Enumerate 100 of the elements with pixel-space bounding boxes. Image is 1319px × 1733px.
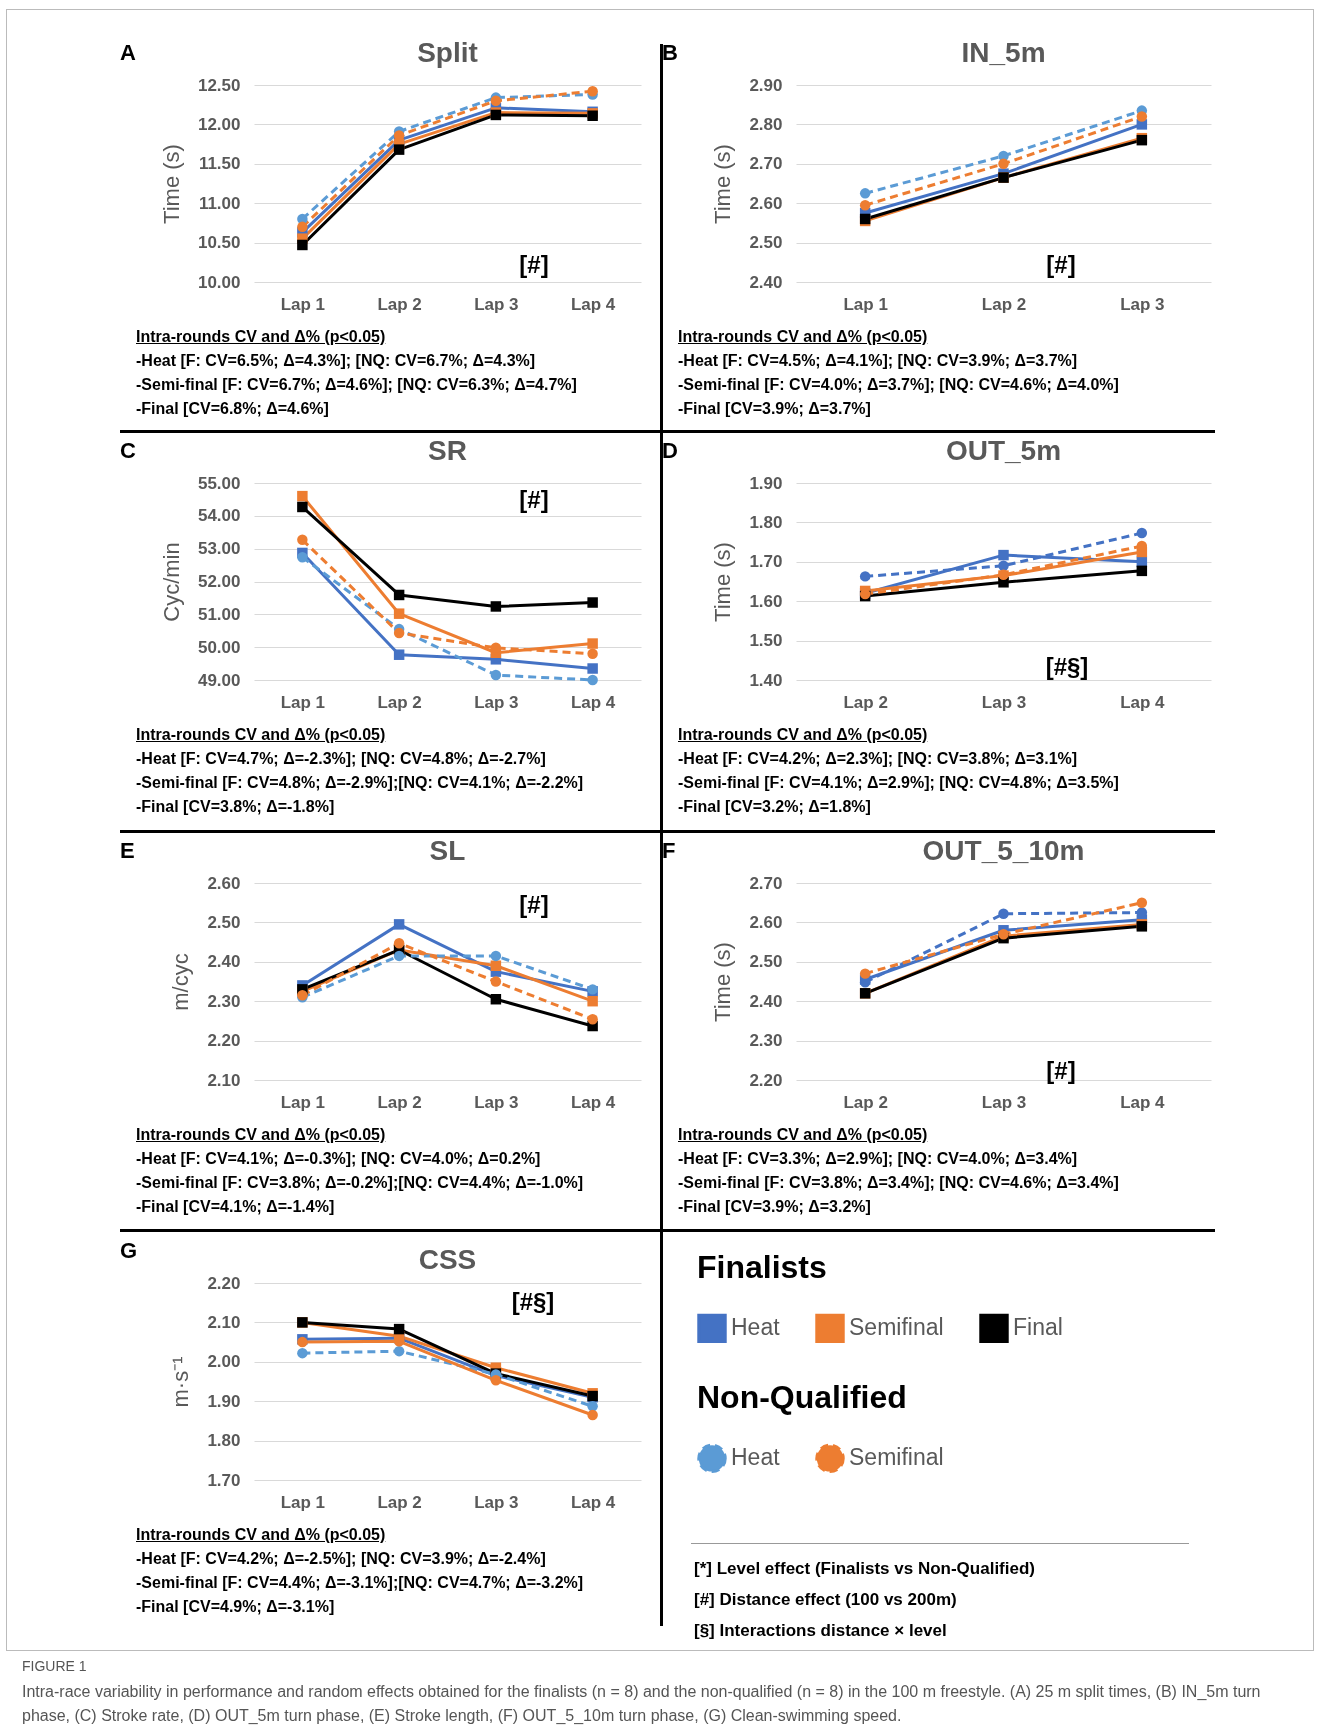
caption: FIGURE 1 [22, 1658, 87, 1674]
y-tick-label: 2.50 [749, 233, 783, 253]
y-tick-label: 11.00 [198, 193, 241, 213]
x-tick-label: Lap 1 [843, 294, 888, 314]
x-tick-label: Lap 3 [474, 1492, 519, 1512]
y-tick-label: 11.50 [198, 154, 241, 174]
y-tick-label: 12.00 [197, 114, 241, 134]
text: Intra-rounds CV and Δ% (p<0.05) [678, 726, 928, 744]
annotation: [#] [1046, 251, 1076, 279]
y-axis-title: m·s⁻¹ [168, 1356, 194, 1408]
y-tick-label: 2.30 [207, 991, 241, 1011]
annotation: [#] [519, 486, 549, 514]
text: -Final [CV=3.8%; Δ=-1.8%] [136, 798, 335, 816]
y-axis-title: Time (s) [158, 144, 184, 224]
text: Intra-rounds CV and Δ% (p<0.05) [136, 1526, 386, 1544]
text: -Final [CV=4.9%; Δ=-3.1%] [136, 1598, 335, 1616]
annotation: [#§] [1045, 653, 1089, 681]
text: C [120, 438, 136, 464]
text: Intra-rounds CV and Δ% (p<0.05) [136, 1126, 386, 1144]
x-tick-label: Lap 2 [843, 692, 888, 712]
text: E [120, 838, 135, 864]
x-tick-label: Lap 1 [280, 692, 326, 712]
y-tick-label: 2.70 [749, 873, 783, 893]
y-tick-label: 10.00 [197, 272, 241, 292]
y-tick-label: 2.20 [207, 1273, 241, 1293]
y-tick-label: 2.50 [207, 912, 241, 932]
text: -Semi-final [F: CV=3.8%; Δ=-0.2%];[NQ: CV=4.4%; Δ=-1.0%] [136, 1174, 584, 1192]
text: -Final [CV=6.8%; Δ=4.6%] [136, 400, 329, 418]
y-tick-label: 53.00 [197, 539, 241, 559]
text: -Semi-final [F: CV=6.7%; Δ=4.6%]; [NQ: CV=6.3%; Δ=4.7%] [136, 376, 577, 394]
annotation: [#§] [511, 1288, 555, 1316]
text: -Final [CV=3.9%; Δ=3.7%] [678, 400, 871, 418]
x-tick-label: Lap 4 [1120, 692, 1166, 712]
text: Intra-race variability in performance and random effects obtained for the finalists (n = 8) and the non-qualified (n = 8) in the 100 m freestyle. (A) 25 m split times, (B) IN_5m turn phase, (C) Stroke rate, (D) OUT_5m turn phase, (E) Stroke length, (F) OUT_5_10m turn phase, (G) Clean-swimming speed. [22, 1682, 1262, 1726]
x-tick-label: Lap 4 [570, 1092, 616, 1112]
legend-label: Semifinal [849, 1314, 944, 1341]
y-tick-label: 1.90 [749, 473, 783, 493]
y-tick-label: 1.70 [207, 1470, 241, 1490]
chart-title: SR [428, 435, 467, 466]
chart-title: OUT_5_10m [922, 835, 1085, 866]
text: -Semi-final [F: CV=4.8%; Δ=-2.9%];[NQ: CV=4.1%; Δ=-2.2%] [136, 774, 584, 792]
y-tick-label: 1.40 [749, 670, 783, 690]
text: -Semi-final [F: CV=3.8%; Δ=3.4%]; [NQ: CV=4.6%; Δ=3.4%] [678, 1174, 1119, 1192]
x-tick-label: Lap 1 [280, 1092, 326, 1112]
y-tick-label: 2.80 [749, 114, 783, 134]
x-tick-label: Lap 4 [570, 1492, 616, 1512]
x-tick-label: Lap 3 [474, 1092, 519, 1112]
text: -Heat [F: CV=4.7%; Δ=-2.3%]; [NQ: CV=4.8%; Δ=-2.7%] [136, 750, 546, 768]
y-tick-label: 50.00 [197, 637, 241, 657]
y-tick-label: 2.20 [207, 1031, 241, 1051]
x-tick-label: Lap 2 [843, 1092, 888, 1112]
text: -Heat [F: CV=4.2%; Δ=-2.5%]; [NQ: CV=3.9%; Δ=-2.4%] [136, 1550, 546, 1568]
text: [*] Level effect (Finalists vs Non-Qualified) [694, 1559, 1036, 1579]
x-tick-label: Lap 4 [570, 294, 616, 314]
legend-label: Heat [731, 1444, 781, 1471]
text: -Heat [F: CV=3.3%; Δ=2.9%]; [NQ: CV=4.0%; Δ=3.4%] [678, 1150, 1078, 1168]
y-tick-label: 2.20 [749, 1070, 783, 1090]
x-tick-label: Lap 2 [377, 1092, 422, 1112]
x-tick-label: Lap 2 [377, 692, 422, 712]
chart-title: OUT_5m [945, 435, 1062, 466]
y-tick-label: 2.60 [207, 873, 241, 893]
y-tick-label: 1.60 [749, 591, 783, 611]
text: D [662, 438, 678, 464]
chart-title: CSS [418, 1244, 477, 1275]
y-tick-label: 49.00 [197, 670, 241, 690]
text: Non-Qualified [697, 1379, 907, 1415]
legend-label: Heat [731, 1314, 781, 1341]
chart-title: Split [417, 37, 478, 68]
annotation: [#] [519, 251, 549, 279]
text: B [662, 40, 678, 66]
text: Intra-rounds CV and Δ% (p<0.05) [136, 726, 386, 744]
text: A [120, 40, 136, 66]
y-tick-label: 2.70 [749, 154, 783, 174]
y-tick-label: 1.90 [207, 1391, 241, 1411]
y-tick-label: 2.40 [749, 272, 783, 292]
y-tick-label: 2.60 [749, 912, 783, 932]
text: -Heat [F: CV=4.1%; Δ=-0.3%]; [NQ: CV=4.0%; Δ=0.2%] [136, 1150, 541, 1168]
y-tick-label: 1.80 [749, 512, 783, 532]
y-tick-label: 2.40 [207, 952, 241, 972]
y-tick-label: 2.50 [749, 952, 783, 972]
chart-title: IN_5m [961, 37, 1046, 68]
y-tick-label: 1.50 [749, 631, 783, 651]
text: Intra-rounds CV and Δ% (p<0.05) [678, 328, 928, 346]
x-tick-label: Lap 3 [981, 692, 1027, 712]
text: -Semi-final [F: CV=4.1%; Δ=2.9%]; [NQ: CV=4.8%; Δ=3.5%] [678, 774, 1119, 792]
y-tick-label: 51.00 [197, 604, 241, 624]
text: [§] Interactions distance × level [694, 1621, 947, 1641]
x-tick-label: Lap 4 [1120, 1092, 1166, 1112]
text: -Final [CV=3.2%; Δ=1.8%] [678, 798, 871, 816]
y-axis-title: Time (s) [710, 942, 736, 1022]
x-tick-label: Lap 2 [981, 294, 1027, 314]
y-tick-label: 55.00 [197, 473, 241, 493]
x-tick-label: Lap 3 [474, 294, 519, 314]
y-tick-label: 10.50 [197, 233, 241, 253]
y-tick-label: 2.00 [207, 1352, 241, 1372]
x-tick-label: Lap 3 [1120, 294, 1165, 314]
x-tick-label: Lap 1 [280, 1492, 326, 1512]
y-tick-label: 1.80 [207, 1431, 241, 1451]
text: -Semi-final [F: CV=4.4%; Δ=-3.1%];[NQ: CV=4.7%; Δ=-3.2%] [136, 1574, 584, 1592]
text: -Heat [F: CV=4.5%; Δ=4.1%]; [NQ: CV=3.9%; Δ=3.7%] [678, 352, 1078, 370]
